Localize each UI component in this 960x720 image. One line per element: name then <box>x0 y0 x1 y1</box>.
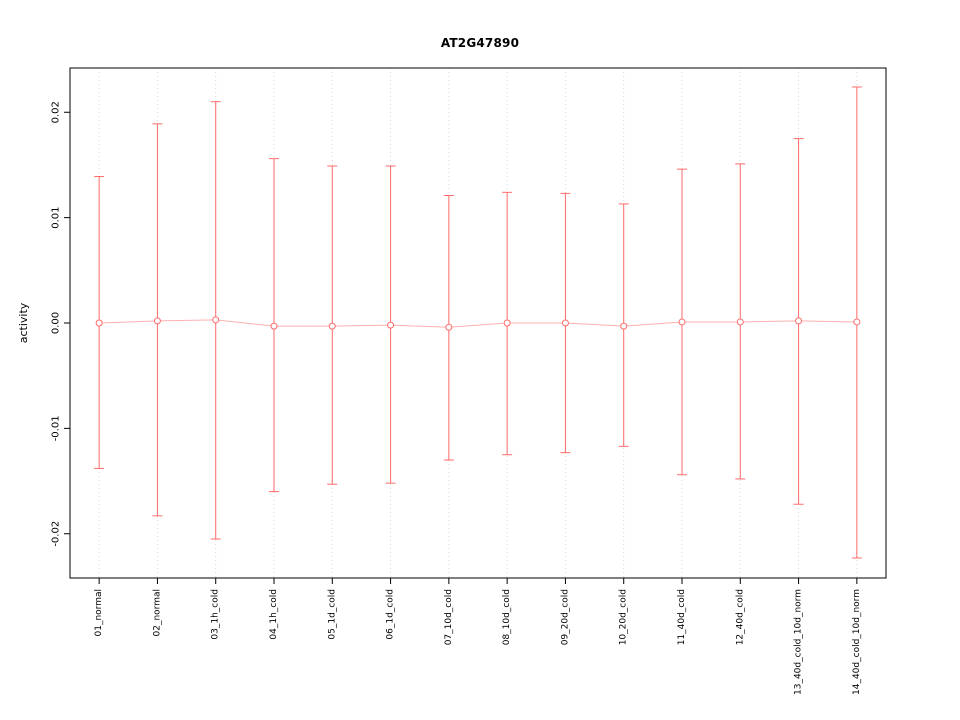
x-tick-label: 06_1d_cold <box>386 589 396 640</box>
x-tick-label: 04_1h_cold <box>269 589 279 640</box>
y-tick-label: -0.01 <box>51 415 62 441</box>
data-point <box>270 322 278 330</box>
x-tick-label: 10_20d_cold <box>619 589 629 645</box>
chart-title: AT2G47890 <box>440 36 520 50</box>
x-tick-label: 05_1d_cold <box>327 589 337 640</box>
data-point <box>445 323 453 331</box>
y-tick-label: 0.02 <box>51 101 62 123</box>
data-point <box>736 318 744 326</box>
x-tick-label: 07_10d_cold <box>444 589 454 645</box>
y-tick-label: -0.02 <box>51 521 62 547</box>
data-point <box>620 322 628 330</box>
y-tick-label: 0.00 <box>51 312 62 334</box>
data-point <box>95 319 103 327</box>
data-point <box>328 322 336 330</box>
y-axis-label: activity <box>17 302 30 343</box>
plot-border <box>69 67 887 579</box>
x-tick-label: 13_40d_cold_10d_norm <box>794 589 804 695</box>
data-point <box>212 316 220 324</box>
y-tick-label: 0.01 <box>51 206 62 228</box>
data-point <box>853 318 861 326</box>
x-tick-label: 08_10d_cold <box>502 589 512 645</box>
x-tick-label: 14_40d_cold_10d_norm <box>852 589 862 695</box>
x-tick-label: 12_40d_cold <box>735 589 745 645</box>
x-tick-label: 03_1h_cold <box>211 589 221 640</box>
series-connector-line <box>99 319 857 328</box>
data-point <box>153 317 161 325</box>
data-point <box>503 319 511 327</box>
data-point <box>561 319 569 327</box>
data-point <box>795 317 803 325</box>
data-point <box>387 321 395 329</box>
data-point <box>678 318 686 326</box>
x-tick-label: 01_normal <box>94 589 104 637</box>
x-tick-label: 09_20d_cold <box>560 589 570 645</box>
x-tick-label: 02_normal <box>152 589 162 637</box>
x-tick-label: 11_40d_cold <box>677 589 687 645</box>
